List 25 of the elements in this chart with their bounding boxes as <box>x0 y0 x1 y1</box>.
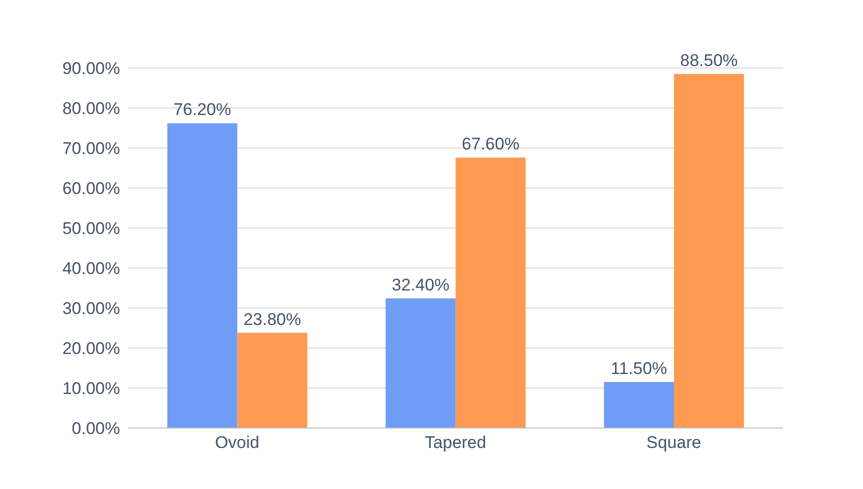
bar <box>456 158 526 428</box>
y-tick-label: 90.00% <box>62 59 120 78</box>
y-tick-label: 50.00% <box>62 219 120 238</box>
y-tick-label: 80.00% <box>62 99 120 118</box>
x-tick-label: Square <box>646 433 702 452</box>
x-tick-label: Tapered <box>424 433 486 452</box>
y-tick-label: 10.00% <box>62 379 120 398</box>
data-label: 32.40% <box>392 275 450 294</box>
x-tick-label: Ovoid <box>214 433 260 452</box>
bar <box>674 74 744 428</box>
y-tick-label: 60.00% <box>62 179 120 198</box>
bar <box>167 123 238 428</box>
y-tick-label: 0.00% <box>72 419 120 438</box>
data-label: 23.80% <box>243 310 302 329</box>
bar <box>237 332 308 428</box>
bar <box>386 298 456 428</box>
y-tick-label: 70.00% <box>62 139 120 158</box>
y-tick-label: 20.00% <box>62 339 120 358</box>
data-label: 88.50% <box>680 51 738 70</box>
data-label: 11.50% <box>610 359 668 378</box>
data-label: 76.20% <box>173 100 232 120</box>
y-tick-label: 30.00% <box>62 299 120 318</box>
bar <box>604 382 674 428</box>
data-label: 67.60% <box>462 134 520 154</box>
y-tick-label: 40.00% <box>62 259 120 278</box>
